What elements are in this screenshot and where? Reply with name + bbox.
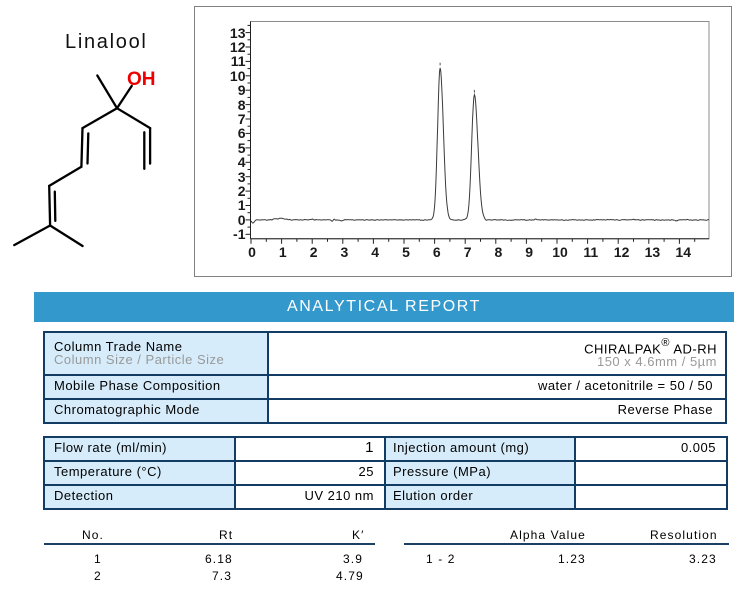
svg-text:4: 4 (371, 244, 379, 260)
svg-text:0: 0 (248, 244, 256, 260)
svg-text:6: 6 (238, 125, 246, 141)
svg-text:9: 9 (525, 244, 533, 260)
svg-text:2: 2 (310, 244, 318, 260)
svg-text:7: 7 (464, 244, 472, 260)
svg-text:7: 7 (238, 111, 246, 127)
svg-text:3: 3 (341, 244, 349, 260)
svg-text:11: 11 (231, 53, 246, 69)
svg-text:12: 12 (230, 39, 246, 55)
svg-text:5: 5 (238, 140, 246, 156)
svg-text:1: 1 (279, 244, 287, 260)
svg-text:14: 14 (675, 244, 691, 260)
svg-text:11: 11 (583, 244, 598, 260)
svg-text:10: 10 (230, 68, 246, 84)
svg-text:6: 6 (433, 244, 441, 260)
svg-text:9: 9 (238, 82, 246, 98)
svg-text:13: 13 (645, 244, 661, 260)
svg-text:5: 5 (402, 244, 410, 260)
svg-text:OH: OH (127, 69, 156, 90)
svg-text:10: 10 (552, 244, 568, 260)
svg-text:1: 1 (238, 197, 246, 213)
svg-text:2: 2 (238, 183, 246, 199)
svg-text:4: 4 (238, 154, 246, 170)
svg-text:-1: -1 (233, 226, 246, 242)
svg-text:8: 8 (238, 97, 246, 113)
svg-text:3: 3 (238, 169, 246, 185)
svg-text:13: 13 (230, 25, 246, 41)
svg-text:8: 8 (495, 244, 503, 260)
svg-text:0: 0 (238, 212, 246, 228)
svg-text:12: 12 (614, 244, 630, 260)
